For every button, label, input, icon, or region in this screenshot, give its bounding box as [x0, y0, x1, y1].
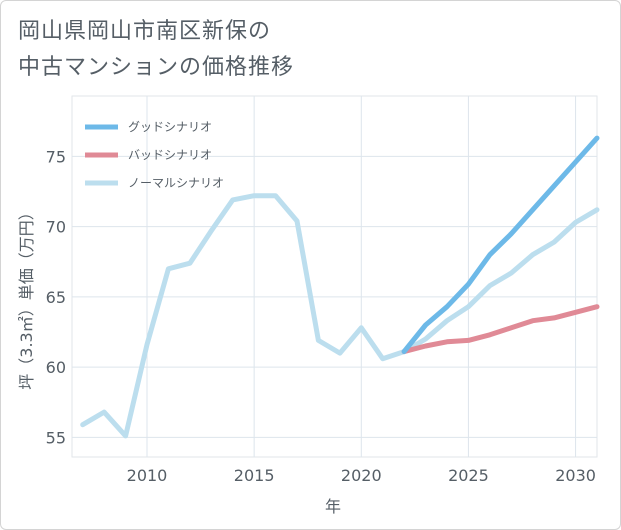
y-axis-label: 坪（3.3㎡）単価（万円）	[17, 204, 36, 389]
chart-title-line-1: 岡山県岡山市南区新保の	[18, 19, 272, 44]
grid	[72, 96, 597, 457]
x-tick-label: 2010	[127, 466, 168, 485]
y-tick-label: 55	[46, 428, 66, 447]
legend-label-2: バッドシナリオ	[128, 148, 212, 162]
series-line-3	[80, 193, 600, 439]
y-tick-label: 75	[46, 147, 66, 166]
plot-area	[71, 95, 598, 458]
x-axis-label: 年	[325, 497, 341, 516]
series-line-2	[401, 304, 600, 355]
x-tick-label: 2030	[555, 466, 596, 485]
x-tick-label: 2020	[341, 466, 382, 485]
y-tick-label: 70	[46, 218, 66, 237]
x-tick-label: 2015	[234, 466, 275, 485]
series-line-1	[401, 135, 600, 355]
chart-title: 岡山県岡山市南区新保の 中古マンションの価格推移	[18, 14, 294, 86]
tick-labels: 2010 2015 2020 2025 2030 55 60 65 70 75	[46, 147, 596, 485]
y-tick-label: 60	[46, 358, 66, 377]
series-layer	[80, 135, 600, 439]
legend-label-1: グッドシナリオ	[128, 120, 212, 134]
legend-label-3: ノーマルシナリオ	[128, 176, 224, 190]
x-tick-label: 2025	[448, 466, 489, 485]
y-tick-label: 65	[46, 288, 66, 307]
chart-title-line-2: 中古マンションの価格推移	[18, 55, 295, 80]
